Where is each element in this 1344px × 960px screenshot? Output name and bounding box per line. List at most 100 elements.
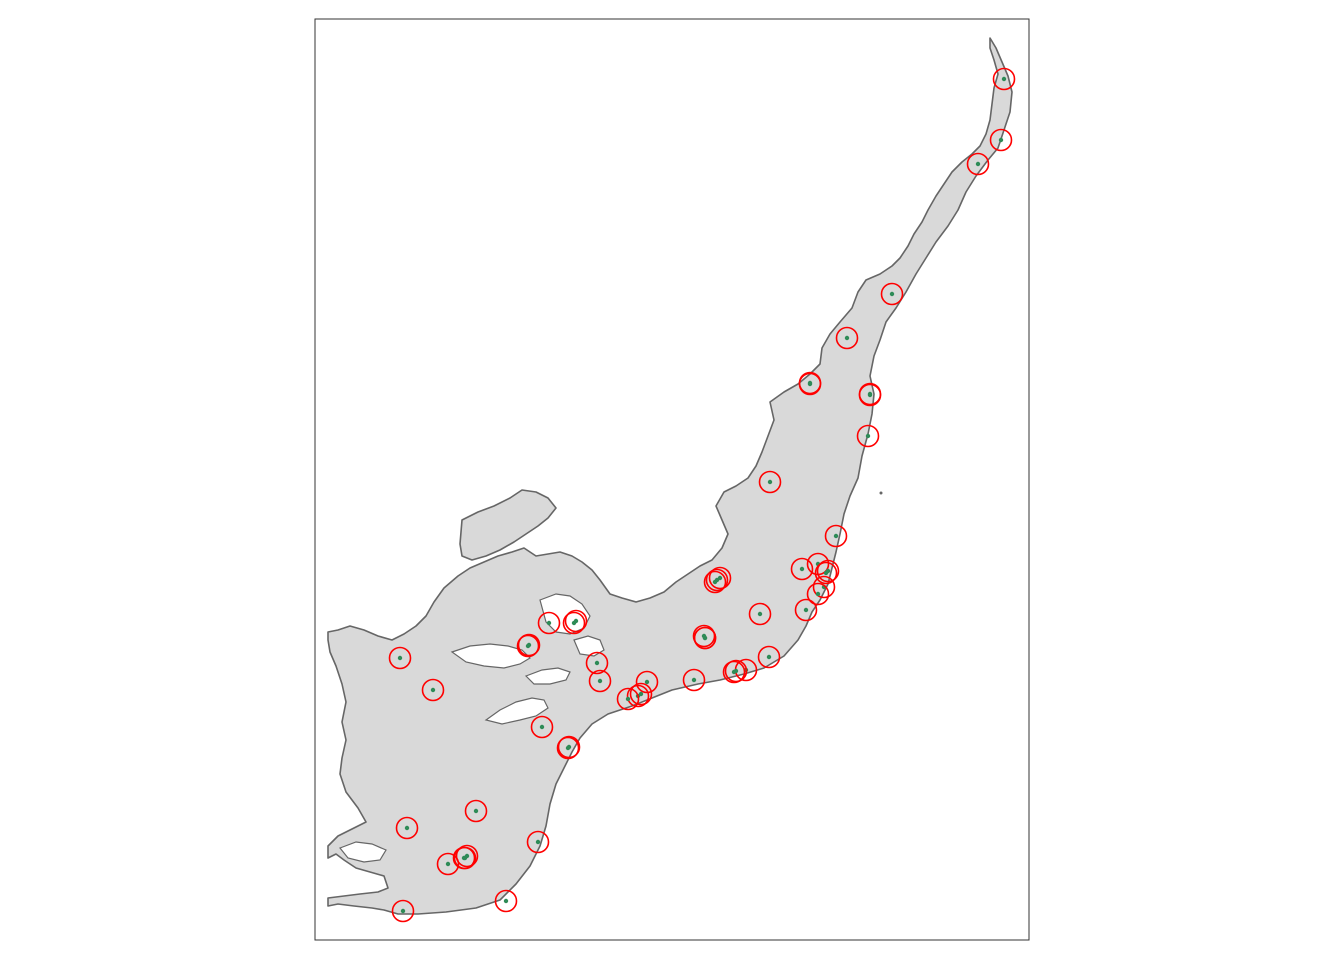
marker-ring <box>724 659 748 683</box>
site-marker <box>748 602 772 626</box>
marker-dot <box>825 568 831 574</box>
site-marker <box>758 470 782 494</box>
site-marker <box>635 670 659 694</box>
marker-ring <box>806 582 830 606</box>
site-marker <box>629 682 653 706</box>
site-marker <box>564 609 588 633</box>
land-polygon <box>459 489 557 561</box>
site-marker <box>537 611 561 635</box>
inland-water <box>484 697 549 725</box>
marker-dot <box>539 724 545 730</box>
marker-ring <box>388 646 412 670</box>
site-marker <box>798 371 822 395</box>
site-marker <box>530 715 554 739</box>
marker-ring <box>616 687 640 711</box>
site-marker <box>557 735 581 759</box>
site-marker <box>517 633 541 657</box>
site-marker <box>794 598 818 622</box>
marker-ring <box>798 371 822 395</box>
marker-ring <box>557 735 581 759</box>
marker-ring <box>452 846 476 870</box>
site-marker <box>588 669 612 693</box>
marker-ring <box>537 611 561 635</box>
marker-dot <box>799 566 805 572</box>
site-marker <box>824 524 848 548</box>
marker-ring <box>635 670 659 694</box>
site-marker <box>391 899 415 923</box>
marker-dot <box>998 137 1004 143</box>
marker-dot <box>803 607 809 613</box>
marker-ring <box>526 830 550 854</box>
marker-dot <box>404 825 410 831</box>
marker-ring <box>693 626 717 650</box>
marker-dot <box>526 642 532 648</box>
marker-dot <box>717 575 723 581</box>
marker-dot <box>767 479 773 485</box>
marker-dot <box>865 433 871 439</box>
site-marker <box>806 582 830 606</box>
marker-dot <box>464 853 470 859</box>
marker-dot <box>975 161 981 167</box>
marker-dot <box>400 908 406 914</box>
marker-ring <box>585 651 609 675</box>
site-marker <box>858 383 882 407</box>
marker-ring <box>556 736 580 760</box>
marker-ring <box>703 570 727 594</box>
site-marker <box>757 645 781 669</box>
marker-dot <box>546 620 552 626</box>
marker-ring <box>391 899 415 923</box>
marker-ring <box>858 383 882 407</box>
marker-dot <box>867 392 873 398</box>
marker-ring <box>758 470 782 494</box>
site-marker <box>395 816 419 840</box>
marker-ring <box>835 326 859 350</box>
marker-dot <box>430 687 436 693</box>
site-marker <box>436 852 460 876</box>
marker-ring <box>966 152 990 176</box>
site-marker <box>966 152 990 176</box>
marker-ring <box>626 684 650 708</box>
marker-dot <box>815 591 821 597</box>
marker-dot <box>625 696 631 702</box>
marker-ring <box>992 67 1016 91</box>
marker-ring <box>588 669 612 693</box>
site-marker <box>724 659 748 683</box>
marker-dot <box>833 533 839 539</box>
marker-dot <box>733 668 739 674</box>
marker-dot <box>566 744 572 750</box>
marker-ring <box>989 128 1013 152</box>
marker-dot <box>1001 76 1007 82</box>
marker-ring <box>494 889 518 913</box>
marker-layer <box>388 67 1016 923</box>
marker-dot <box>445 861 451 867</box>
marker-dot <box>757 611 763 617</box>
marker-dot <box>638 691 644 697</box>
site-marker <box>790 557 814 581</box>
marker-ring <box>816 559 840 583</box>
marker-ring <box>705 568 729 592</box>
inland-water <box>573 635 605 657</box>
site-marker <box>616 687 640 711</box>
marker-ring <box>880 282 904 306</box>
inland-water <box>450 643 531 669</box>
marker-dot <box>844 335 850 341</box>
marker-ring <box>530 715 554 739</box>
site-marker <box>388 646 412 670</box>
site-marker <box>526 830 550 854</box>
marker-ring <box>682 668 706 692</box>
marker-dot <box>701 633 707 639</box>
marker-ring <box>794 598 818 622</box>
marker-dot <box>473 808 479 814</box>
site-marker <box>692 624 716 648</box>
marker-ring <box>812 575 836 599</box>
marker-dot <box>503 898 509 904</box>
marker-ring <box>395 816 419 840</box>
marker-ring <box>708 566 732 590</box>
marker-ring <box>824 524 848 548</box>
marker-ring <box>517 633 541 657</box>
marker-dot <box>397 655 403 661</box>
site-marker <box>856 424 880 448</box>
inland-water <box>524 667 571 685</box>
marker-ring <box>814 561 838 585</box>
